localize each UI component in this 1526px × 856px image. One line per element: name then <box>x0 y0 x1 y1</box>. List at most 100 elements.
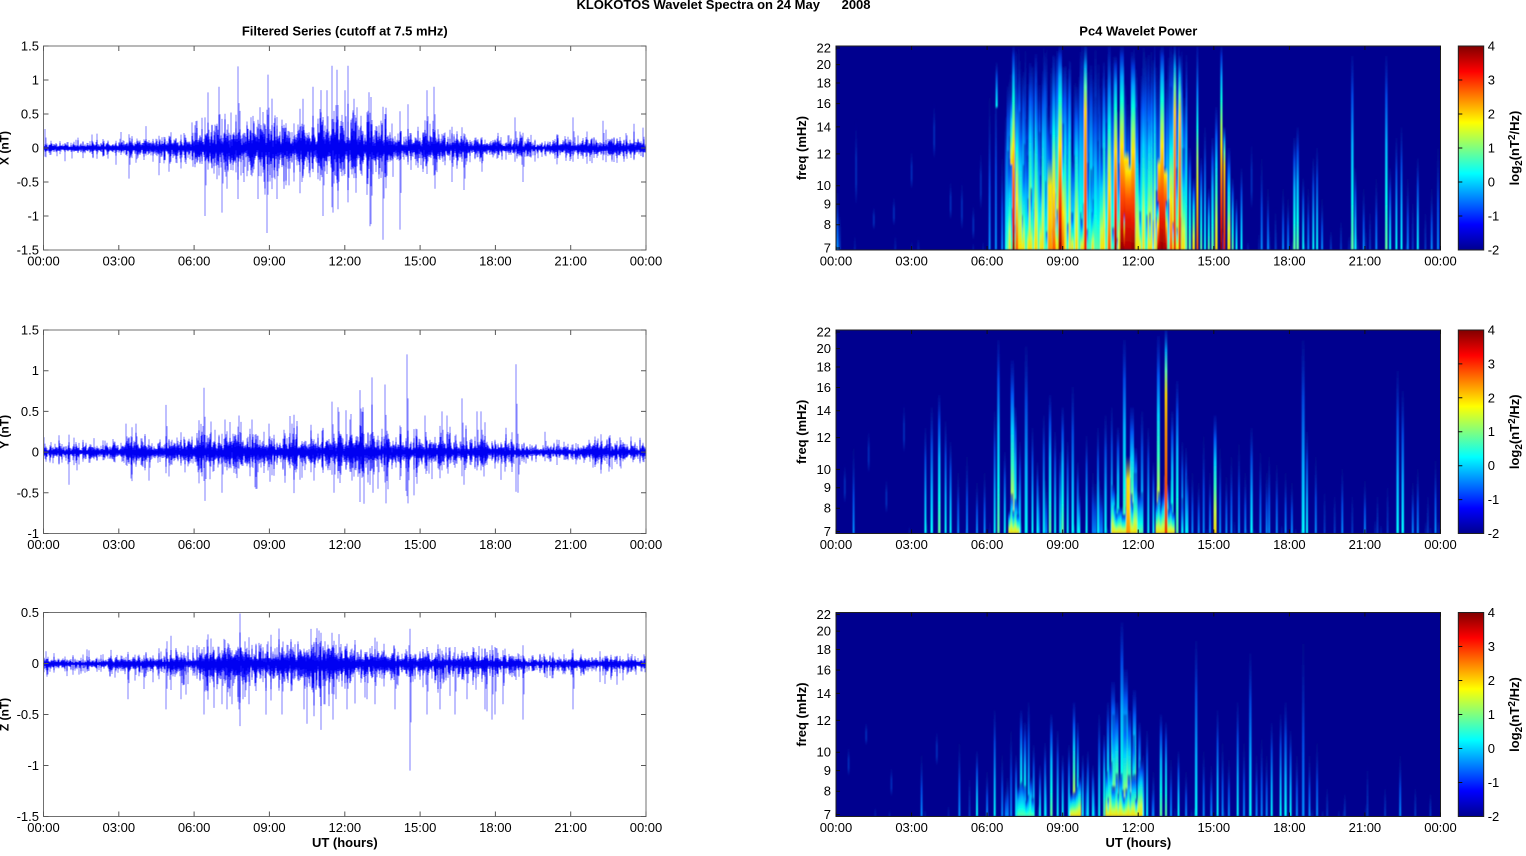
svg-text:00:00: 00:00 <box>820 254 853 269</box>
svg-text:15:00: 15:00 <box>404 254 437 269</box>
svg-text:16: 16 <box>817 663 831 678</box>
svg-text:22: 22 <box>817 41 831 56</box>
svg-text:06:00: 06:00 <box>971 820 1004 835</box>
svg-text:03:00: 03:00 <box>103 254 136 269</box>
svg-text:12:00: 12:00 <box>1122 537 1155 552</box>
svg-text:0: 0 <box>32 445 39 460</box>
svg-text:0: 0 <box>32 656 39 671</box>
svg-text:22: 22 <box>817 607 831 622</box>
svg-text:KLOKOTOS Wavelet Spectra on 24: KLOKOTOS Wavelet Spectra on 24 May 2008 <box>576 0 870 12</box>
svg-text:00:00: 00:00 <box>630 254 663 269</box>
svg-text:log2(nT2/Hz): log2(nT2/Hz) <box>1507 677 1525 752</box>
svg-text:0: 0 <box>1488 458 1495 473</box>
svg-text:06:00: 06:00 <box>178 820 211 835</box>
svg-text:21:00: 21:00 <box>1349 820 1382 835</box>
svg-text:freq (mHz): freq (mHz) <box>794 400 809 464</box>
svg-text:2: 2 <box>1488 673 1495 688</box>
svg-text:09:00: 09:00 <box>1046 254 1079 269</box>
svg-text:12:00: 12:00 <box>329 537 362 552</box>
svg-text:Z (nT): Z (nT) <box>0 698 12 731</box>
svg-text:06:00: 06:00 <box>178 254 211 269</box>
svg-text:12: 12 <box>817 430 831 445</box>
svg-text:03:00: 03:00 <box>895 254 928 269</box>
svg-text:2: 2 <box>1488 107 1495 122</box>
svg-text:12:00: 12:00 <box>329 254 362 269</box>
svg-text:06:00: 06:00 <box>178 537 211 552</box>
svg-text:-1: -1 <box>27 526 39 541</box>
svg-text:-1: -1 <box>27 209 39 224</box>
svg-text:UT (hours): UT (hours) <box>1105 835 1171 850</box>
svg-text:03:00: 03:00 <box>895 537 928 552</box>
svg-text:9: 9 <box>824 197 831 212</box>
svg-text:12:00: 12:00 <box>1122 820 1155 835</box>
svg-text:-2: -2 <box>1488 243 1500 258</box>
svg-text:1: 1 <box>32 363 39 378</box>
svg-text:21:00: 21:00 <box>1349 254 1382 269</box>
svg-text:-1: -1 <box>1488 775 1500 790</box>
svg-text:20: 20 <box>817 624 831 639</box>
svg-text:X (nT): X (nT) <box>0 131 12 165</box>
svg-text:4: 4 <box>1488 39 1495 54</box>
svg-text:12:00: 12:00 <box>329 820 362 835</box>
svg-text:03:00: 03:00 <box>103 820 136 835</box>
svg-text:-2: -2 <box>1488 526 1500 541</box>
svg-text:00:00: 00:00 <box>630 820 663 835</box>
svg-text:18:00: 18:00 <box>479 537 512 552</box>
svg-text:10: 10 <box>817 178 831 193</box>
svg-text:7: 7 <box>824 241 831 256</box>
svg-text:-1.5: -1.5 <box>17 243 39 258</box>
svg-text:18:00: 18:00 <box>479 254 512 269</box>
svg-text:18: 18 <box>817 360 831 375</box>
svg-text:1: 1 <box>1488 707 1495 722</box>
svg-text:0.5: 0.5 <box>21 404 39 419</box>
svg-text:9: 9 <box>824 763 831 778</box>
svg-text:00:00: 00:00 <box>820 537 853 552</box>
svg-text:14: 14 <box>817 686 831 701</box>
svg-text:7: 7 <box>824 524 831 539</box>
svg-text:16: 16 <box>817 96 831 111</box>
svg-text:10: 10 <box>817 745 831 760</box>
svg-text:12: 12 <box>817 713 831 728</box>
svg-text:03:00: 03:00 <box>895 820 928 835</box>
svg-text:06:00: 06:00 <box>971 537 1004 552</box>
svg-text:0: 0 <box>32 141 39 156</box>
svg-text:freq (mHz): freq (mHz) <box>794 682 809 746</box>
svg-text:-1: -1 <box>1488 209 1500 224</box>
svg-text:-1: -1 <box>27 758 39 773</box>
svg-text:1.5: 1.5 <box>21 323 39 338</box>
svg-text:-0.5: -0.5 <box>17 175 39 190</box>
svg-text:12: 12 <box>817 146 831 161</box>
svg-text:2: 2 <box>1488 390 1495 405</box>
svg-text:00:00: 00:00 <box>1424 254 1457 269</box>
svg-text:UT (hours): UT (hours) <box>312 835 378 850</box>
svg-text:Pc4 Wavelet Power: Pc4 Wavelet Power <box>1079 24 1197 39</box>
svg-text:21:00: 21:00 <box>1349 537 1382 552</box>
svg-text:4: 4 <box>1488 323 1495 338</box>
svg-text:15:00: 15:00 <box>1198 254 1231 269</box>
svg-text:21:00: 21:00 <box>554 254 587 269</box>
svg-text:4: 4 <box>1488 605 1495 620</box>
svg-text:14: 14 <box>817 119 831 134</box>
svg-text:21:00: 21:00 <box>554 820 587 835</box>
svg-text:Filtered Series (cutoff at 7.5: Filtered Series (cutoff at 7.5 mHz) <box>242 24 448 39</box>
svg-text:00:00: 00:00 <box>1424 820 1457 835</box>
svg-text:20: 20 <box>817 57 831 72</box>
svg-text:8: 8 <box>824 784 831 799</box>
svg-text:3: 3 <box>1488 73 1495 88</box>
svg-text:1: 1 <box>1488 141 1495 156</box>
svg-text:1.5: 1.5 <box>21 39 39 54</box>
svg-text:00:00: 00:00 <box>27 820 60 835</box>
svg-text:log2(nT2/Hz): log2(nT2/Hz) <box>1507 111 1525 186</box>
svg-text:-0.5: -0.5 <box>17 707 39 722</box>
svg-text:-1: -1 <box>1488 492 1500 507</box>
svg-text:0.5: 0.5 <box>21 107 39 122</box>
svg-text:0: 0 <box>1488 741 1495 756</box>
svg-text:1: 1 <box>32 73 39 88</box>
svg-text:03:00: 03:00 <box>103 537 136 552</box>
svg-text:18: 18 <box>817 76 831 91</box>
svg-text:freq (mHz): freq (mHz) <box>794 116 809 180</box>
svg-text:15:00: 15:00 <box>404 537 437 552</box>
svg-text:09:00: 09:00 <box>1046 820 1079 835</box>
svg-text:Y (nT): Y (nT) <box>0 415 12 449</box>
svg-text:14: 14 <box>817 403 831 418</box>
